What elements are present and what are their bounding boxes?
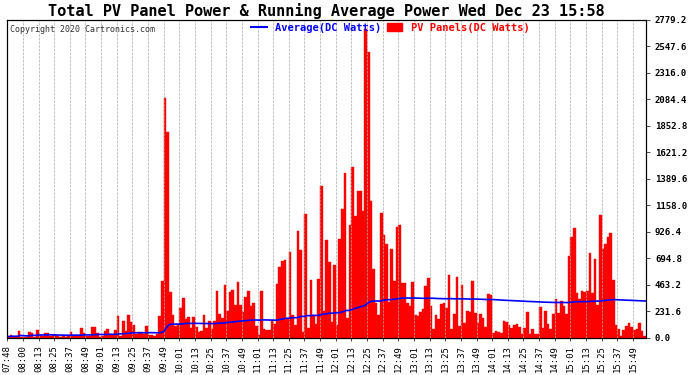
Title: Total PV Panel Power & Running Average Power Wed Dec 23 15:58: Total PV Panel Power & Running Average P… — [48, 3, 605, 19]
Legend: Average(DC Watts), PV Panels(DC Watts): Average(DC Watts), PV Panels(DC Watts) — [247, 19, 533, 37]
Text: Copyright 2020 Cartronics.com: Copyright 2020 Cartronics.com — [10, 25, 155, 34]
